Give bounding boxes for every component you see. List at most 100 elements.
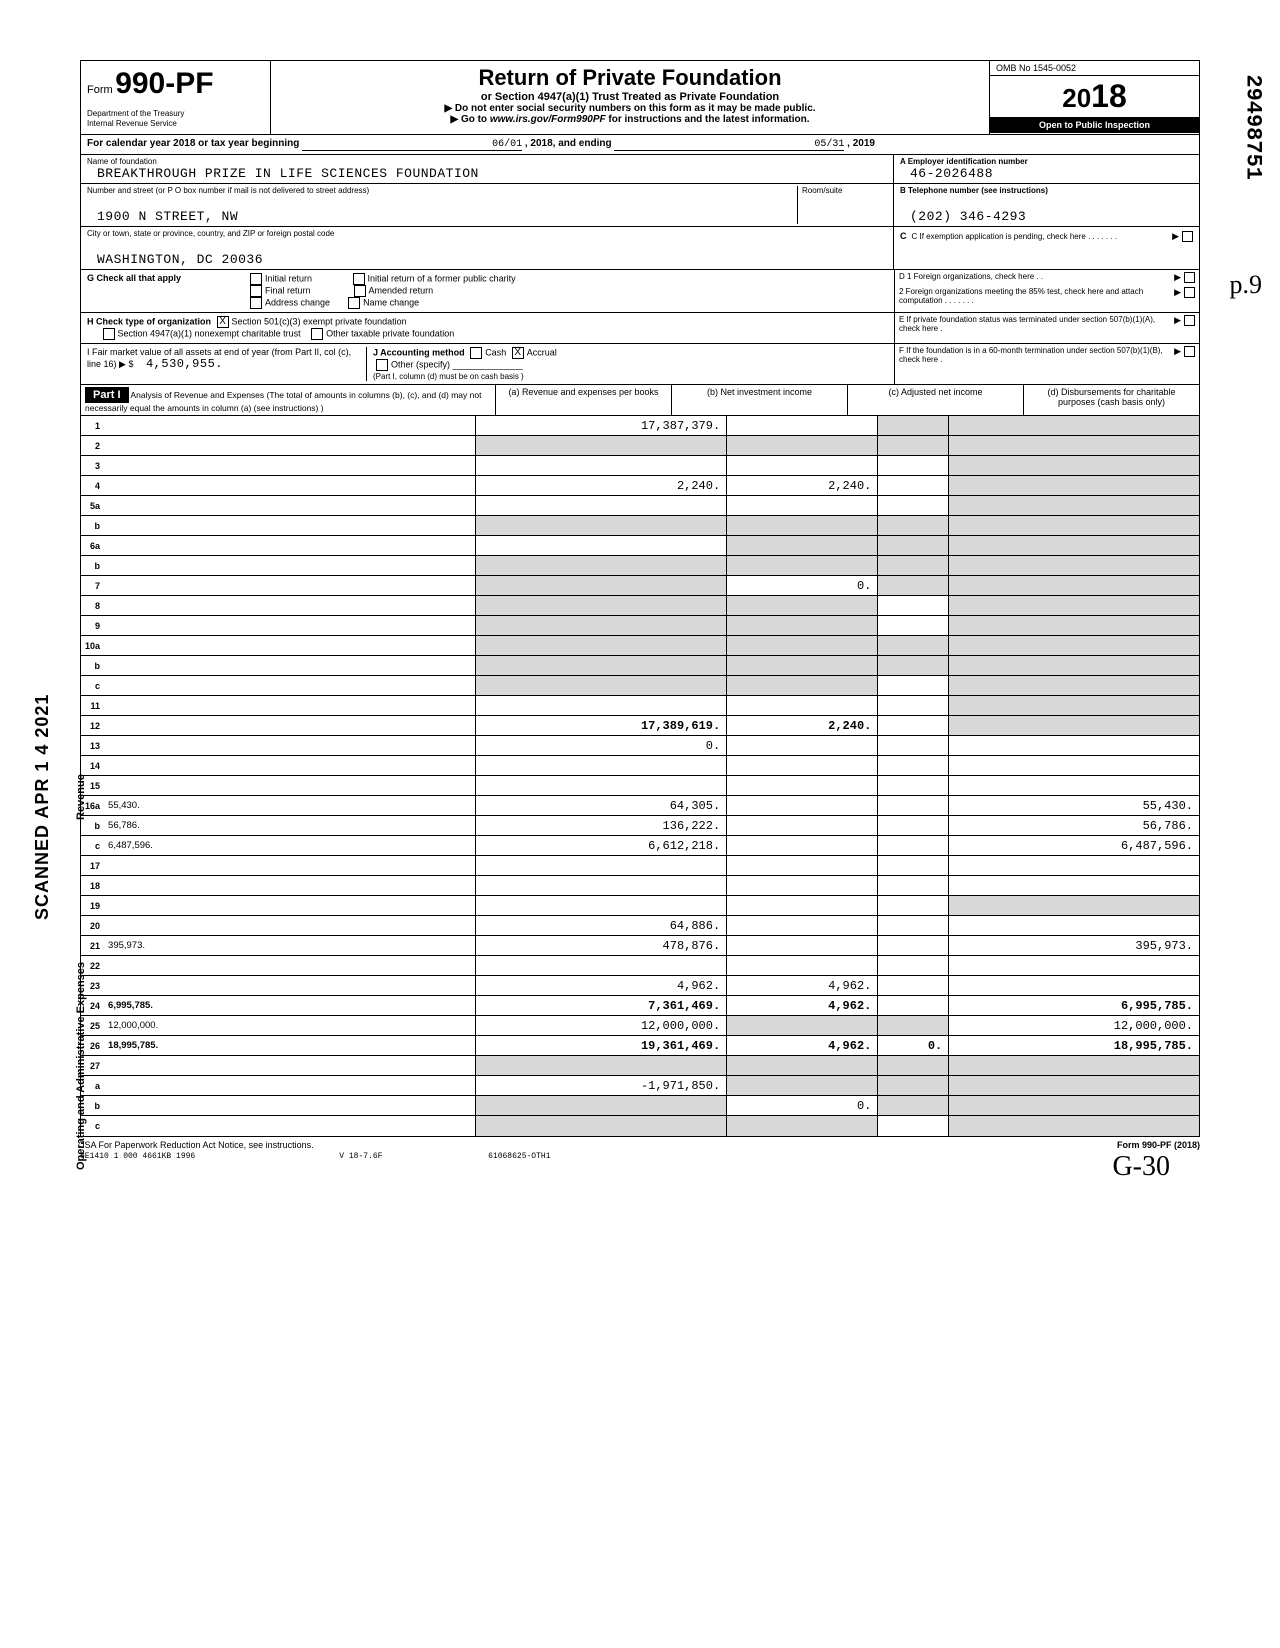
checkbox-initial-former[interactable]	[353, 273, 365, 285]
checkbox-name-change[interactable]	[348, 297, 360, 309]
ein-value[interactable]: 46-2026488	[900, 166, 1193, 181]
cell-d[interactable]	[949, 1096, 1199, 1116]
cell-b[interactable]	[727, 616, 878, 636]
cell-a[interactable]	[475, 876, 727, 896]
cell-c[interactable]	[878, 1076, 949, 1096]
cell-d[interactable]: 55,430.	[949, 796, 1199, 816]
cell-a[interactable]	[475, 456, 727, 476]
cell-b[interactable]: 0.	[727, 576, 878, 596]
cell-c[interactable]	[878, 756, 949, 776]
checkbox-address-change[interactable]	[250, 297, 262, 309]
cell-b[interactable]	[727, 436, 878, 456]
cell-c[interactable]	[878, 936, 949, 956]
cell-d[interactable]	[949, 736, 1199, 756]
cell-c[interactable]	[878, 476, 949, 496]
cell-a[interactable]: 12,000,000.	[475, 1016, 727, 1036]
checkbox-c[interactable]	[1182, 231, 1193, 242]
cell-a[interactable]	[475, 556, 727, 576]
cell-b[interactable]: 4,962.	[727, 1036, 878, 1056]
cell-a[interactable]	[475, 896, 727, 916]
cell-c[interactable]	[878, 656, 949, 676]
cell-a[interactable]	[475, 676, 727, 696]
cell-c[interactable]	[878, 556, 949, 576]
cell-c[interactable]	[878, 796, 949, 816]
cell-a[interactable]	[475, 756, 727, 776]
cell-b[interactable]	[727, 456, 878, 476]
cell-a[interactable]	[475, 1116, 727, 1136]
cell-b[interactable]: 4,962.	[727, 976, 878, 996]
cell-a[interactable]	[475, 776, 727, 796]
cell-a[interactable]: 2,240.	[475, 476, 727, 496]
cell-c[interactable]	[878, 896, 949, 916]
cell-d[interactable]	[949, 476, 1199, 496]
cell-c[interactable]	[878, 496, 949, 516]
cell-c[interactable]	[878, 636, 949, 656]
cell-a[interactable]: 64,305.	[475, 796, 727, 816]
cell-d[interactable]	[949, 536, 1199, 556]
i-value[interactable]: 4,530,955.	[136, 357, 223, 371]
cell-d[interactable]	[949, 676, 1199, 696]
cell-c[interactable]	[878, 1016, 949, 1036]
cell-b[interactable]	[727, 516, 878, 536]
cell-c[interactable]	[878, 1116, 949, 1136]
period-end[interactable]: 05/31	[614, 139, 844, 151]
cell-b[interactable]	[727, 596, 878, 616]
cell-b[interactable]	[727, 1076, 878, 1096]
cell-a[interactable]: 136,222.	[475, 816, 727, 836]
checkbox-other-method[interactable]	[376, 359, 388, 371]
cell-d[interactable]	[949, 616, 1199, 636]
cell-c[interactable]	[878, 836, 949, 856]
cell-b[interactable]	[727, 736, 878, 756]
cell-b[interactable]	[727, 756, 878, 776]
cell-b[interactable]	[727, 896, 878, 916]
cell-b[interactable]	[727, 636, 878, 656]
cell-d[interactable]	[949, 516, 1199, 536]
cell-a[interactable]: 6,612,218.	[475, 836, 727, 856]
cell-d[interactable]	[949, 596, 1199, 616]
cell-d[interactable]	[949, 976, 1199, 996]
cell-d[interactable]	[949, 876, 1199, 896]
cell-d[interactable]	[949, 716, 1199, 736]
cell-b[interactable]	[727, 856, 878, 876]
phone-value[interactable]: (202) 346-4293	[900, 195, 1193, 224]
cell-d[interactable]: 6,995,785.	[949, 996, 1199, 1016]
checkbox-accrual[interactable]: X	[512, 347, 524, 359]
cell-d[interactable]	[949, 856, 1199, 876]
cell-b[interactable]	[727, 836, 878, 856]
checkbox-other-taxable[interactable]	[311, 328, 323, 340]
cell-a[interactable]: 4,962.	[475, 976, 727, 996]
cell-c[interactable]	[878, 576, 949, 596]
cell-b[interactable]	[727, 1116, 878, 1136]
cell-d[interactable]	[949, 776, 1199, 796]
cell-c[interactable]	[878, 676, 949, 696]
cell-a[interactable]: 17,387,379.	[475, 416, 727, 436]
checkbox-e[interactable]	[1184, 315, 1195, 326]
cell-a[interactable]: 478,876.	[475, 936, 727, 956]
cell-b[interactable]	[727, 676, 878, 696]
cell-a[interactable]: -1,971,850.	[475, 1076, 727, 1096]
cell-a[interactable]	[475, 856, 727, 876]
cell-c[interactable]	[878, 856, 949, 876]
cell-c[interactable]	[878, 1056, 949, 1076]
cell-d[interactable]	[949, 696, 1199, 716]
cell-b[interactable]	[727, 816, 878, 836]
foundation-name[interactable]: BREAKTHROUGH PRIZE IN LIFE SCIENCES FOUN…	[87, 166, 887, 181]
cell-b[interactable]	[727, 536, 878, 556]
cell-d[interactable]	[949, 896, 1199, 916]
cell-a[interactable]	[475, 576, 727, 596]
cell-c[interactable]	[878, 416, 949, 436]
cell-d[interactable]	[949, 916, 1199, 936]
cell-c[interactable]	[878, 436, 949, 456]
checkbox-f[interactable]	[1184, 346, 1195, 357]
cell-b[interactable]	[727, 956, 878, 976]
cell-c[interactable]	[878, 876, 949, 896]
cell-d[interactable]	[949, 436, 1199, 456]
cell-a[interactable]	[475, 636, 727, 656]
cell-a[interactable]	[475, 436, 727, 456]
cell-c[interactable]	[878, 956, 949, 976]
cell-d[interactable]: 12,000,000.	[949, 1016, 1199, 1036]
cell-c[interactable]	[878, 1096, 949, 1116]
cell-a[interactable]	[475, 596, 727, 616]
cell-b[interactable]	[727, 556, 878, 576]
cell-d[interactable]	[949, 1116, 1199, 1136]
